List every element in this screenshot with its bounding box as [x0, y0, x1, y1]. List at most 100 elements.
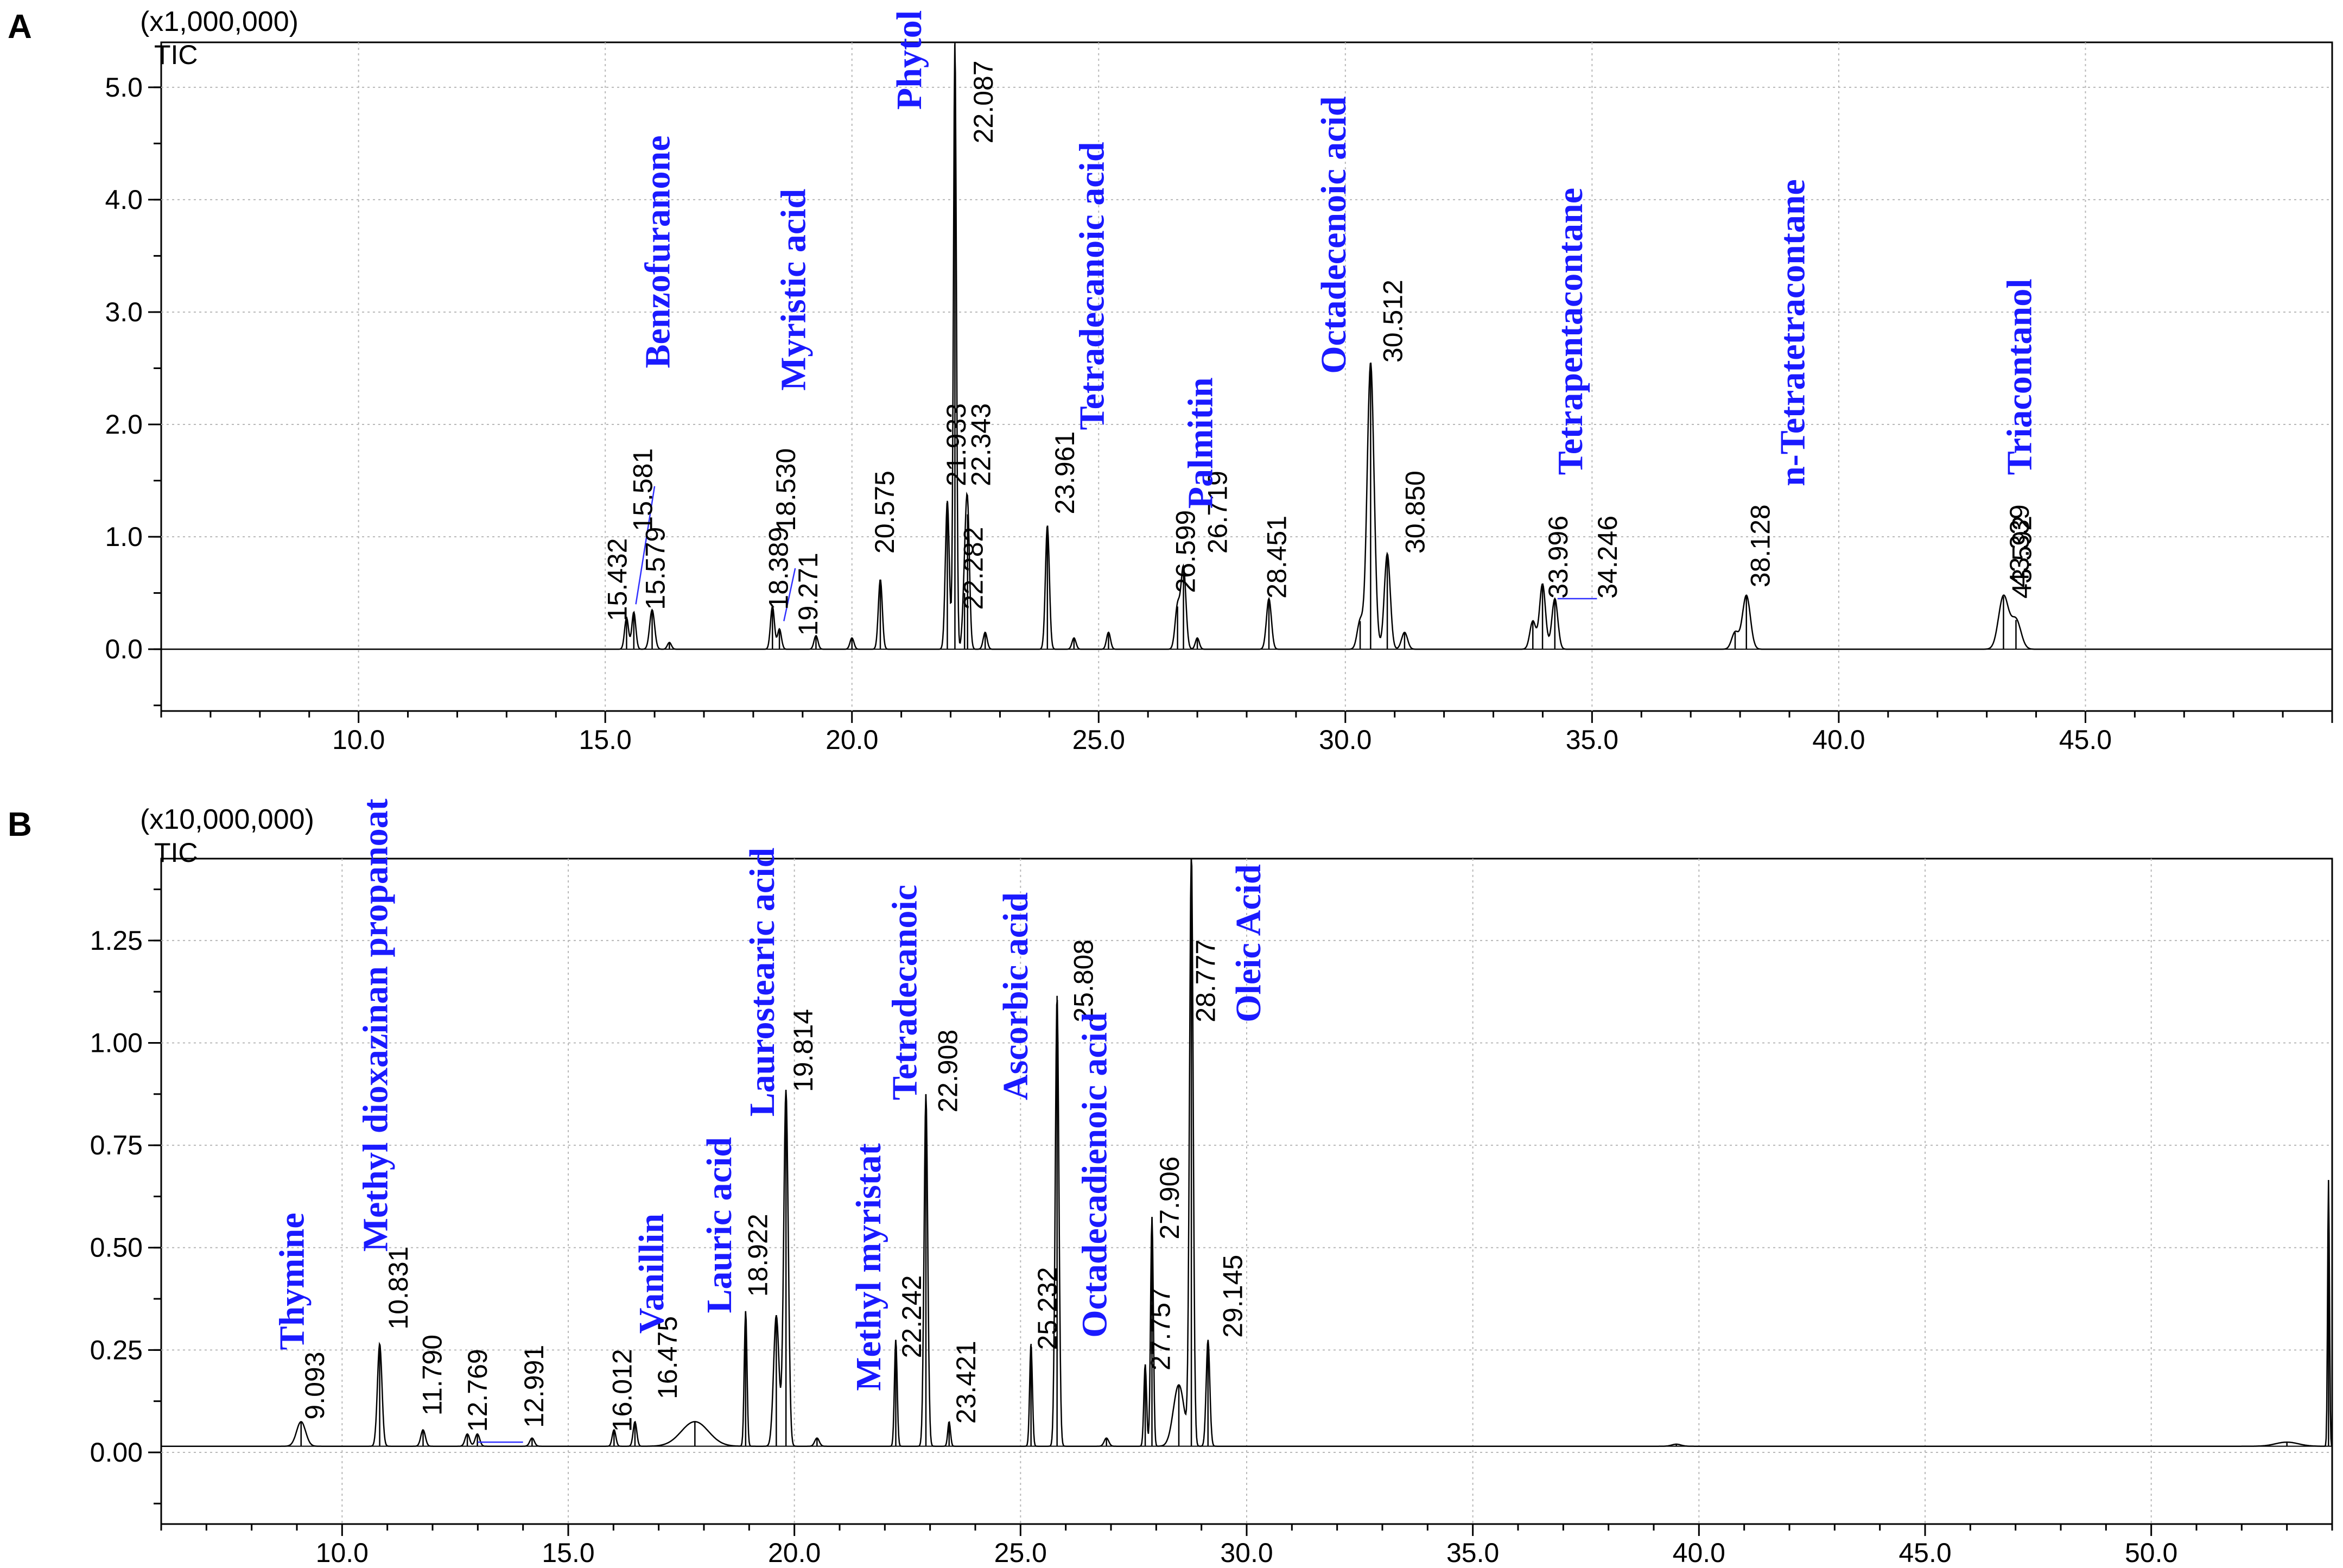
peak-label-a: 22.343	[966, 403, 996, 486]
compound-label-a: Palmitin	[1180, 377, 1220, 509]
compound-label-a: Myristic acid	[773, 189, 813, 391]
peak-label-b: 9.093	[300, 1351, 330, 1419]
compound-label-b: Laurostearic acid	[742, 848, 782, 1117]
compound-label-b: Tetradecanoic	[885, 885, 925, 1100]
chromatogram-a: 10.0 15.0 20.0 25.0 30.0 35.0 40.0 45.0 0.0 1.0 2.…	[105, 10, 2333, 755]
peak-label-b: 10.831	[383, 1247, 414, 1330]
x-tick-label-a: 25.0	[1072, 725, 1125, 755]
peak-label-b: 29.145	[1218, 1255, 1248, 1338]
peak-label-a: 20.575	[869, 471, 900, 554]
peak-label-a: 26.719	[1203, 471, 1233, 554]
y-tick-label-b: 0.50	[90, 1233, 143, 1263]
peak-label-a: 18.530	[771, 448, 801, 531]
compound-label-b: Ascorbic acid	[996, 892, 1036, 1100]
y-tick-label-a: 3.0	[105, 297, 143, 327]
peak-label-a: 34.246	[1592, 516, 1623, 599]
y-tick-label-a: 1.0	[105, 522, 143, 552]
peak-label-b: 11.790	[417, 1335, 448, 1415]
label-connector-a	[635, 486, 656, 605]
compound-label-b: Oleic Acid	[1229, 864, 1268, 1022]
peak-label-a: 30.512	[1377, 280, 1408, 363]
peak-label-b: 25.232	[1032, 1267, 1063, 1350]
chart-panel-b: B (x10,000,000) TIC 10.0 15.0 20.0 25.0 30.0…	[0, 798, 2343, 1568]
x-tick-label-b: 45.0	[1898, 1538, 1951, 1568]
peak-label-b: 28.777	[1191, 939, 1221, 1023]
x-tick-label-a: 40.0	[1812, 725, 1865, 755]
x-tick-label-a: 35.0	[1566, 725, 1618, 755]
peak-label-a: 15.581	[628, 448, 658, 531]
x-tick-label-b: 25.0	[994, 1538, 1047, 1568]
x-tick-label-b: 50.0	[2125, 1538, 2177, 1568]
x-tick-label-b: 15.0	[542, 1538, 594, 1568]
panel-letter-a: A	[8, 8, 32, 46]
peak-label-a: 15.579	[640, 527, 670, 610]
peak-label-a: 43.339	[2004, 504, 2035, 587]
chromatogram-b: 10.0 15.0 20.0 25.0 30.0 35.0 40.0 45.0 50.0 0.00…	[90, 798, 2333, 1568]
peak-label-b: 16.475	[652, 1316, 683, 1399]
peak-label-a: 26.599	[1171, 510, 1201, 593]
y-multiplier-b: (x10,000,000)	[140, 804, 314, 835]
peak-label-b: 12.769	[462, 1349, 493, 1432]
peak-label-a: 18.389	[764, 527, 794, 610]
x-tick-label-a: 15.0	[579, 725, 632, 755]
peak-label-a: 28.451	[1262, 516, 1292, 599]
compound-label-b: Lauric acid	[700, 1137, 739, 1313]
y-tick-label-a: 5.0	[105, 72, 143, 103]
peak-label-a: 15.432	[602, 538, 633, 621]
x-tick-label-b: 30.0	[1220, 1538, 1273, 1568]
compound-label-a: Tetrapentacontane	[1551, 188, 1590, 475]
peak-label-b: 18.922	[743, 1214, 773, 1297]
x-tick-label-a: 30.0	[1319, 725, 1371, 755]
peak-label-a: 23.961	[1050, 431, 1080, 515]
compound-label-a: Triacontanol	[2000, 278, 2040, 475]
peak-label-b: 12.991	[519, 1345, 549, 1428]
signal-trace-b	[161, 858, 2333, 1447]
peak-label-a: 22.282	[958, 527, 989, 610]
peak-label-a: 33.996	[1543, 516, 1573, 599]
peak-label-b: 27.906	[1154, 1157, 1185, 1240]
compound-label-b: Methyl myristat	[849, 1143, 888, 1391]
compound-label-b: Vanillin	[632, 1214, 671, 1334]
panel-letter-b: B	[8, 806, 32, 843]
compound-label-b: Octadecadienoic acid	[1075, 1012, 1115, 1337]
y-tick-label-b: 0.25	[90, 1335, 143, 1365]
y-tick-label-b: 1.25	[90, 925, 143, 956]
peak-label-b: 19.814	[788, 1009, 818, 1092]
peak-label-b: 27.757	[1145, 1287, 1176, 1370]
compound-label-a: Tetradecanoic acid	[1072, 142, 1112, 430]
x-tick-label-a: 10.0	[332, 725, 385, 755]
peak-label-a: 38.128	[1745, 504, 1776, 587]
x-tick-label-a: 45.0	[2059, 725, 2112, 755]
peak-label-b: 23.421	[951, 1341, 981, 1424]
peak-label-b: 22.242	[897, 1275, 927, 1358]
peak-label-a: 21.933	[941, 403, 972, 486]
compound-label-a: Octadecenoic acid	[1314, 96, 1354, 373]
peak-label-b: 22.908	[933, 1030, 963, 1113]
y-tick-label-b: 0.00	[90, 1437, 143, 1468]
x-tick-label-a: 20.0	[826, 725, 878, 755]
peak-label-a: 30.850	[1400, 471, 1430, 554]
y-tick-label-a: 2.0	[105, 409, 143, 440]
compound-label-a: Benzofuranone	[638, 136, 677, 369]
compound-label-b: Thymine	[272, 1212, 312, 1350]
chart-panel-a: A (x1,000,000) TIC 10.0 15.0 20.0 25.0 30.0 3…	[0, 0, 2343, 771]
y-tick-label-a: 0.0	[105, 634, 143, 664]
y-multiplier-a: (x1,000,000)	[140, 6, 299, 37]
x-tick-label-b: 40.0	[1673, 1538, 1725, 1568]
x-tick-label-b: 10.0	[316, 1538, 369, 1568]
peak-label-b: 16.012	[607, 1349, 638, 1432]
peak-label-b: 25.808	[1069, 939, 1099, 1023]
y-tick-label-b: 1.00	[90, 1028, 143, 1058]
compound-label-a: n-Tetratetracontane	[1773, 179, 1812, 486]
label-connector-a	[783, 568, 796, 621]
peak-label-a: 22.087	[968, 60, 999, 143]
y-tick-label-b: 0.75	[90, 1130, 143, 1160]
compound-label-a: Phytol	[890, 10, 929, 110]
y-tick-label-a: 4.0	[105, 185, 143, 215]
signal-trace-a	[161, 44, 2332, 650]
peak-label-a: 19.271	[793, 553, 823, 636]
peak-label-a: 43.592	[2007, 516, 2037, 599]
compound-label-b: Methyl dioxazinan propanoate	[356, 798, 396, 1252]
x-tick-label-b: 20.0	[768, 1538, 821, 1568]
x-tick-label-b: 35.0	[1446, 1538, 1499, 1568]
